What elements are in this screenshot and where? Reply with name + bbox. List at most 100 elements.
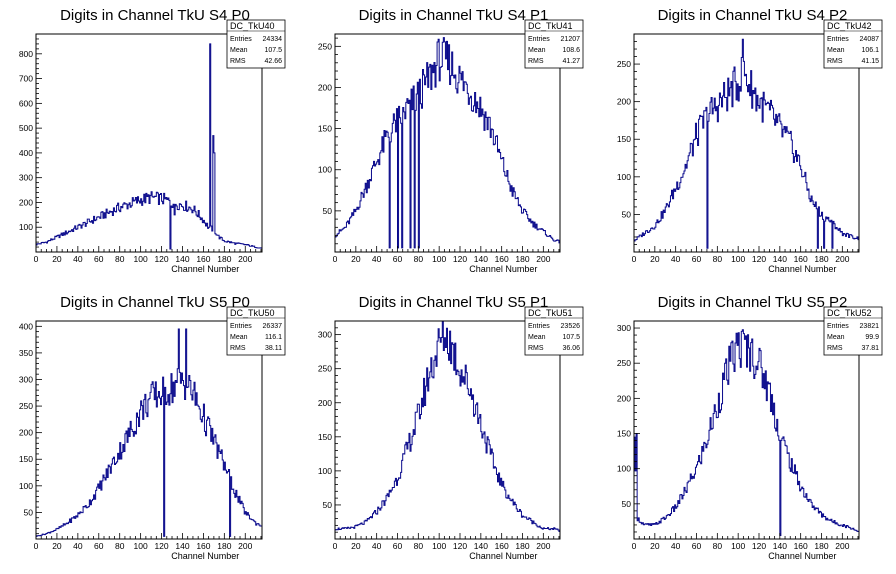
chart-title: Digits in Channel TkU S5 P1 (359, 294, 549, 311)
y-tick-label: 150 (617, 429, 631, 439)
x-axis-label: Channel Number (768, 551, 836, 561)
histogram-panel-1: Digits in Channel TkU S4 P1 0 20 40 60 80 100 1… (318, 7, 584, 274)
stats-label: Entries (528, 36, 550, 43)
stats-box (823, 19, 883, 69)
y-tick-label: 100 (617, 464, 631, 474)
chart-title: Digits in Channel TkU S5 P0 (60, 294, 250, 311)
stats-value: 108.6 (562, 47, 580, 54)
stats-label: Mean (230, 334, 248, 341)
stats-value: 41.27 (562, 58, 580, 65)
y-tick-label: 150 (318, 124, 332, 134)
x-axis-label: Channel Number (469, 551, 537, 561)
stats-name: DC_TkU42 (827, 21, 872, 31)
stats-box (226, 19, 286, 69)
x-tick-label: 140 (773, 541, 787, 551)
y-tick-label: 200 (318, 398, 332, 408)
stats-value: 116.1 (265, 334, 282, 341)
x-tick-label: 80 (713, 541, 723, 551)
x-tick-label: 40 (73, 541, 83, 551)
stats-name: DC_TkU50 (230, 308, 275, 318)
x-tick-label: 100 (134, 254, 148, 264)
y-tick-label: 200 (318, 82, 332, 92)
y-tick-label: 300 (19, 173, 33, 183)
stats-name: DC_TkU51 (528, 308, 573, 318)
x-axis-label: Channel Number (171, 264, 239, 274)
histogram-panel-2: Digits in Channel TkU S4 P2 0 20 40 60 80 100 1… (617, 7, 883, 274)
x-tick-label: 180 (814, 541, 828, 551)
x-tick-label: 100 (731, 254, 745, 264)
stats-box (524, 19, 584, 69)
x-tick-label: 140 (474, 541, 488, 551)
y-tick-label: 100 (19, 222, 33, 232)
y-tick-label: 100 (19, 481, 33, 491)
plot-frame (334, 33, 561, 253)
x-tick-label: 140 (474, 254, 488, 264)
x-tick-label: 0 (34, 254, 39, 264)
stats-label: Mean (827, 334, 845, 341)
x-tick-label: 200 (835, 254, 849, 264)
stats-name: DC_TkU40 (230, 21, 275, 31)
stats-value: 24334 (263, 36, 283, 43)
stats-box (823, 306, 883, 356)
x-tick-label: 80 (713, 254, 723, 264)
histogram-series (35, 43, 263, 252)
x-tick-label: 0 (632, 541, 637, 551)
x-tick-label: 100 (731, 541, 745, 551)
stats-value: 21207 (561, 36, 581, 43)
y-tick-label: 250 (19, 401, 33, 411)
x-tick-label: 160 (794, 541, 808, 551)
stats-label: Mean (528, 334, 546, 341)
y-tick-label: 150 (617, 134, 631, 144)
x-axis-label: Channel Number (469, 264, 537, 274)
x-tick-label: 60 (393, 541, 403, 551)
plot-frame (633, 33, 860, 253)
y-tick-label: 350 (19, 348, 33, 358)
y-tick-label: 700 (19, 74, 33, 84)
y-tick-label: 300 (318, 330, 332, 340)
x-tick-label: 180 (217, 254, 231, 264)
stats-label: Entries (230, 323, 252, 330)
x-tick-label: 200 (536, 254, 550, 264)
x-tick-label: 160 (794, 254, 808, 264)
x-tick-label: 120 (453, 254, 467, 264)
x-tick-label: 20 (650, 541, 660, 551)
x-tick-label: 0 (333, 541, 338, 551)
stats-value: 24087 (860, 36, 880, 43)
x-tick-label: 180 (515, 541, 529, 551)
x-tick-label: 120 (154, 541, 168, 551)
chart-title: Digits in Channel TkU S4 P1 (359, 7, 549, 24)
histogram-series (334, 320, 561, 539)
chart-title: Digits in Channel TkU S5 P2 (658, 294, 848, 311)
x-tick-label: 180 (814, 254, 828, 264)
stats-label: RMS (528, 345, 544, 352)
y-tick-label: 600 (19, 98, 33, 108)
stats-value: 42.66 (264, 58, 282, 65)
y-tick-label: 250 (617, 358, 631, 368)
x-tick-label: 200 (238, 254, 252, 264)
y-tick-label: 150 (318, 432, 332, 442)
stats-label: RMS (827, 58, 843, 65)
stats-label: Mean (827, 47, 845, 54)
y-tick-label: 300 (19, 374, 33, 384)
x-axis-label: Channel Number (768, 264, 836, 274)
stats-label: Entries (230, 36, 252, 43)
x-tick-label: 120 (154, 254, 168, 264)
y-tick-label: 100 (617, 172, 631, 182)
y-tick-label: 150 (19, 454, 33, 464)
x-tick-label: 0 (34, 541, 39, 551)
x-tick-label: 120 (453, 541, 467, 551)
y-tick-label: 400 (19, 321, 33, 331)
x-tick-label: 120 (752, 541, 766, 551)
y-tick-label: 50 (622, 209, 632, 219)
x-tick-label: 40 (671, 254, 681, 264)
stats-label: Entries (528, 323, 550, 330)
x-tick-label: 20 (351, 254, 361, 264)
y-tick-label: 50 (24, 507, 34, 517)
y-tick-label: 300 (617, 323, 631, 333)
stats-label: Entries (827, 323, 849, 330)
stats-value: 38.11 (265, 345, 282, 352)
stats-label: RMS (528, 58, 544, 65)
y-tick-label: 50 (323, 206, 333, 216)
stats-value: 107.5 (562, 334, 580, 341)
